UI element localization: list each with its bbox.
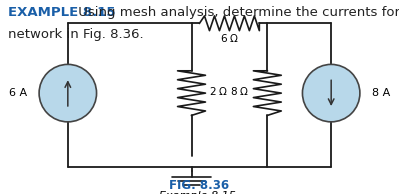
Text: 2 $\Omega$: 2 $\Omega$ <box>209 85 229 97</box>
Ellipse shape <box>39 64 97 122</box>
Ellipse shape <box>302 64 360 122</box>
Text: Using mesh analysis, determine the currents for the: Using mesh analysis, determine the curre… <box>74 6 399 19</box>
Text: EXAMPLE 8.15: EXAMPLE 8.15 <box>8 6 115 19</box>
Text: Example 8.15.: Example 8.15. <box>159 191 240 194</box>
Text: FIG. 8.36: FIG. 8.36 <box>170 179 229 192</box>
Text: network in Fig. 8.36.: network in Fig. 8.36. <box>8 28 144 41</box>
Text: 6 $\Omega$: 6 $\Omega$ <box>220 32 239 44</box>
Text: 8 $\Omega$: 8 $\Omega$ <box>230 85 249 97</box>
Text: 8 A: 8 A <box>372 88 390 98</box>
Text: 6 A: 6 A <box>9 88 27 98</box>
